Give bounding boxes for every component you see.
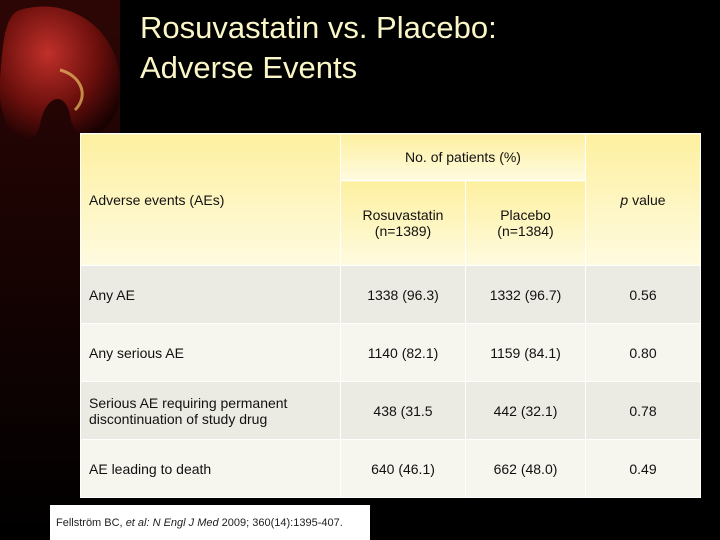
- footnote: Fellström BC, et al: N Engl J Med 2009; …: [50, 505, 370, 540]
- kidney-vessel: [59, 68, 84, 112]
- cell-text: Any serious AE: [89, 344, 184, 361]
- table-cell: 1140 (82.1): [340, 323, 466, 382]
- table-row: Serious AE requiring permanent discontinu…: [80, 381, 701, 440]
- table-cell: 1159 (84.1): [465, 323, 586, 382]
- table-cell: 438 (31.5: [340, 381, 466, 440]
- header-cell: Rosuvastatin (n=1389): [340, 180, 466, 266]
- table-cell: AE leading to death: [80, 439, 341, 498]
- cell-text: 1159 (84.1): [490, 344, 561, 361]
- table-cell: 0.78: [585, 381, 701, 440]
- header-cell: p value: [585, 133, 701, 266]
- table-cell: 1338 (96.3): [340, 265, 466, 324]
- table-cell: 442 (32.1): [465, 381, 586, 440]
- footnote-text: 2009; 360(14):1395-407.: [218, 517, 343, 529]
- header-text: No. of patients (%): [405, 149, 521, 165]
- cell-text: 1338 (96.3): [367, 286, 439, 303]
- table-row: Any AE 1338 (96.3) 1332 (96.7) 0.56: [80, 265, 701, 324]
- header-text: Placebo: [500, 207, 551, 223]
- cell-text: 0.80: [629, 344, 657, 361]
- cell-text: 1140 (82.1): [367, 344, 439, 361]
- cell-text: 438 (31.5: [373, 402, 433, 419]
- title: Rosuvastatin vs. Placebo: Adverse Events: [140, 8, 497, 88]
- header-text: p: [620, 191, 629, 208]
- cell-text: Any AE: [89, 286, 135, 303]
- cell-text: 0.56: [629, 286, 657, 303]
- cell-text: 1332 (96.7): [489, 286, 562, 303]
- cell-text: 0.78: [629, 402, 657, 419]
- header-cell: No. of patients (%): [340, 133, 586, 181]
- cell-text: 0.49: [629, 460, 657, 477]
- kidney-image: [0, 6, 121, 141]
- table-cell: Any serious AE: [80, 323, 341, 382]
- table-row: AE leading to death 640 (46.1) 662 (48.0) 0…: [80, 439, 701, 498]
- cell-text: 640 (46.1): [371, 460, 435, 477]
- header-text: Adverse events (AEs): [89, 191, 225, 208]
- cell-text: 442 (32.1): [493, 402, 558, 419]
- table-cell: 0.49: [585, 439, 701, 498]
- table-cell: 1332 (96.7): [465, 265, 586, 324]
- header-text: value: [628, 191, 666, 208]
- header-cell: Placebo (n=1384): [465, 180, 586, 266]
- header-text: (n=1389): [374, 223, 432, 239]
- title-line: Rosuvastatin vs. Placebo:: [140, 10, 497, 45]
- footnote-text: Fellström BC,: [56, 517, 126, 529]
- header-cell: Adverse events (AEs): [80, 133, 341, 266]
- table-cell: 662 (48.0): [465, 439, 586, 498]
- header-text: (n=1384): [497, 223, 554, 239]
- cell-text: 662 (48.0): [493, 460, 558, 477]
- footnote-text: et al: N Engl J Med: [125, 517, 219, 529]
- cell-text: discontinuation of study drug: [89, 410, 268, 427]
- table-row: Any serious AE 1140 (82.1) 1159 (84.1) 0.80: [80, 323, 701, 382]
- header-text: Rosuvastatin: [362, 207, 444, 223]
- cell-text: AE leading to death: [89, 460, 212, 477]
- table-cell: 640 (46.1): [340, 439, 466, 498]
- title-line: Adverse Events: [140, 50, 358, 85]
- table-cell: 0.80: [585, 323, 701, 382]
- table-cell: Serious AE requiring permanent discontinu…: [80, 381, 341, 440]
- table: Adverse events (AEs) No. of patients (%)…: [80, 133, 701, 498]
- cell-text: Serious AE requiring permanent: [89, 394, 288, 411]
- table-cell: 0.56: [585, 265, 701, 324]
- table-cell: Any AE: [80, 265, 341, 324]
